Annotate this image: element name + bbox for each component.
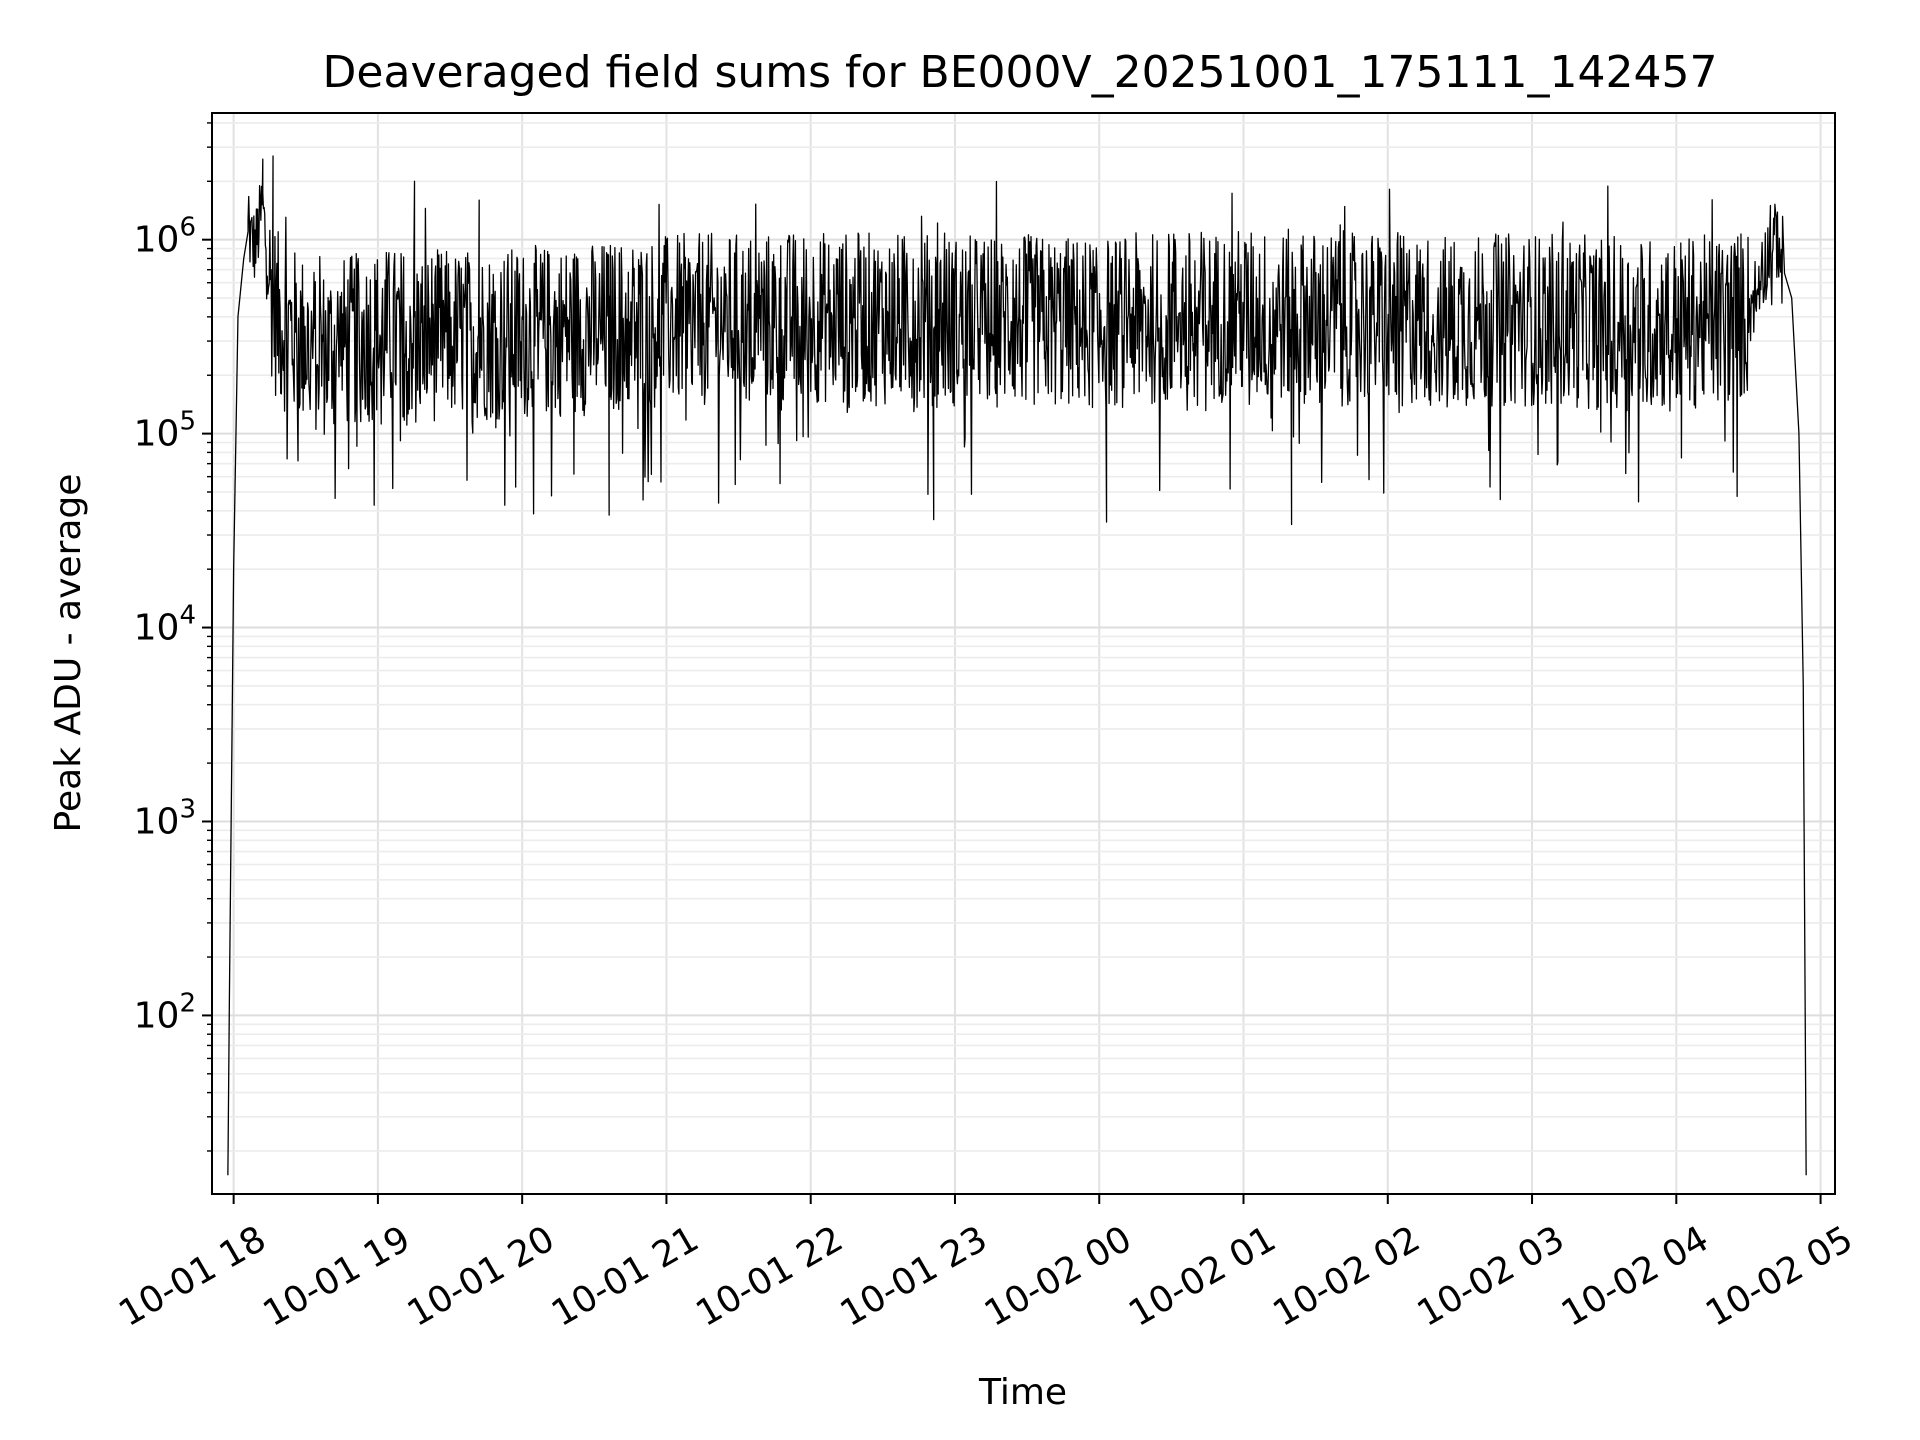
plot-frame	[211, 112, 1836, 1195]
x-axis-label: Time	[978, 1372, 1067, 1413]
y-axis-label: Peak ADU - average	[48, 474, 89, 833]
y-axis: 102 103 104 105 106	[134, 122, 212, 1152]
y-tick-label: 104	[134, 601, 196, 649]
y-tick-label: 103	[134, 794, 196, 842]
chart-title: Deaveraged field sums for BE000V_2025100…	[323, 47, 1718, 98]
y-tick-label: 105	[134, 407, 196, 455]
series-line	[227, 155, 1807, 1176]
y-tick-label: 106	[134, 213, 196, 261]
y-tick-label: 102	[134, 988, 196, 1036]
plot-area	[227, 155, 1807, 1176]
